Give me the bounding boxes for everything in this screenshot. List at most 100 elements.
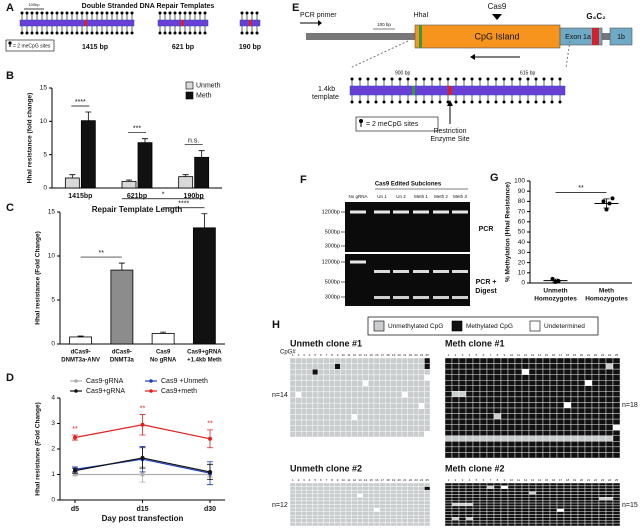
exon-1a: [559, 27, 603, 46]
y-tick-label: 80: [518, 198, 526, 205]
cpg-cell: [295, 369, 302, 376]
cpg-cell: [444, 520, 453, 524]
cpg-cell: [563, 446, 572, 453]
cpg-cell: [584, 441, 593, 448]
cpg-cell: [401, 507, 408, 512]
cpg-cell: [301, 500, 308, 505]
cpg-cell: [458, 485, 467, 489]
cpg-number: 6: [483, 353, 485, 357]
n-label: n=14: [272, 392, 288, 399]
cpg-cell: [570, 517, 579, 521]
cpg-cell: [549, 407, 558, 414]
cpg-cell: [556, 497, 565, 501]
cpg-cell: [418, 391, 425, 398]
cpg-cell: [323, 431, 330, 438]
cpg-cell: [556, 391, 565, 398]
y-tick-label: 40: [518, 239, 526, 246]
cpg-cell: [500, 508, 509, 512]
cpg-site: [120, 31, 124, 35]
cpg-number: 17: [559, 353, 563, 357]
cpg-cell: [444, 396, 453, 403]
cpg-cell: [323, 397, 330, 404]
cpg-cell: [612, 522, 621, 527]
cpg-cell: [345, 482, 352, 487]
cpg-cell: [556, 368, 565, 375]
cpg-cell: [556, 413, 565, 420]
cpg-cell: [458, 413, 467, 420]
template-label: template: [312, 94, 339, 101]
cpg-cell: [514, 500, 523, 504]
cpg-cell: [334, 518, 341, 523]
cpg-cell: [507, 491, 516, 495]
cpg-cell: [563, 407, 572, 414]
cpg-cell: [329, 482, 336, 487]
cpg-cell: [465, 385, 474, 392]
cpg-cell: [542, 482, 551, 487]
cpg-cell: [584, 368, 593, 375]
cpg-cell: [340, 518, 347, 523]
cpg-cell: [472, 514, 481, 518]
x-tick-label: d5: [71, 506, 79, 513]
cpg-cell: [379, 522, 386, 527]
cpg-cell: [413, 386, 420, 393]
cpg-cell: [312, 380, 319, 387]
cpg-cell: [591, 391, 600, 398]
cpg-cell: [472, 502, 481, 507]
cpg-cell: [465, 497, 474, 501]
cpg-cell: [345, 511, 352, 516]
cpg-cell: [340, 489, 347, 494]
cpg-cell: [535, 396, 544, 403]
cpg-cell: [535, 374, 544, 381]
cpg-number: 5: [314, 478, 316, 482]
cpg-number: 3: [462, 478, 464, 482]
cpg-cell: [577, 508, 586, 512]
template-strand: [19, 19, 135, 27]
cpg-cell: [340, 515, 347, 520]
cpg-cell: [500, 491, 509, 495]
cpg-cell: [528, 497, 537, 501]
cpg-cell: [340, 504, 347, 509]
cpg-cell: [351, 500, 358, 505]
cpg-cell: [493, 402, 502, 409]
cpg-cell: [591, 505, 600, 509]
cpg-cell: [465, 368, 474, 375]
lane-label: No gRNA: [348, 194, 367, 199]
cpg-cell: [514, 446, 523, 453]
cpg-number: 24: [420, 353, 424, 357]
cpg-cell: [379, 486, 386, 491]
restriction-site: [181, 20, 184, 26]
cpg-cell: [472, 385, 481, 392]
cpg-cell: [486, 522, 495, 527]
point: [208, 469, 212, 474]
cpg-cell: [584, 522, 593, 527]
cpg-cell: [598, 357, 607, 364]
a-legend: = 2 meCpG sites: [13, 43, 51, 49]
cpg-cell: [577, 430, 586, 436]
lane-label: Meth 3: [453, 194, 467, 199]
cpg-cell: [317, 357, 324, 364]
cpg-cell: [458, 497, 467, 501]
cpg-site: [100, 31, 104, 35]
cpg-cell: [521, 374, 530, 381]
cpg-cell: [451, 413, 460, 420]
cpg-cell: [329, 408, 336, 415]
cpg-cell: [570, 424, 579, 431]
cpg-cell: [521, 485, 530, 489]
cpg-cell: [357, 511, 364, 516]
cpg-cell: [295, 507, 302, 512]
cpg-cell: [373, 486, 380, 491]
cpg-cell: [465, 485, 474, 489]
cpg-cell: [407, 518, 414, 523]
cpg-cell: [472, 380, 481, 386]
cpg-cell: [535, 491, 544, 495]
cpg-cell: [500, 391, 509, 398]
cpg-cell: [556, 374, 565, 381]
cpg-cell: [424, 504, 431, 509]
cpg-cell: [323, 391, 330, 398]
cpg-cell: [451, 357, 460, 364]
cpg-cell: [479, 514, 488, 518]
cpg-cell: [317, 515, 324, 520]
cpg-site: [110, 11, 114, 15]
cpg-cell: [424, 425, 431, 432]
panel-letter: A: [6, 2, 14, 14]
